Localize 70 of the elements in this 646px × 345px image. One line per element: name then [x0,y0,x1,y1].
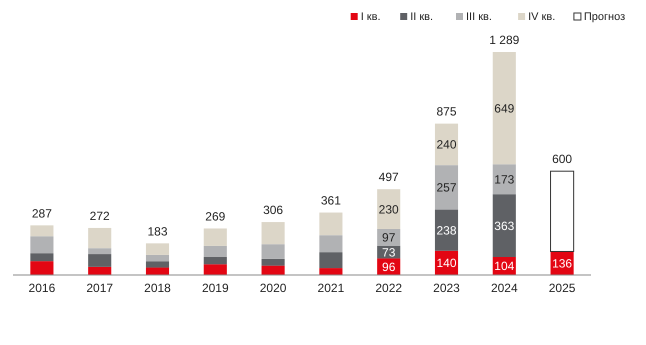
bar [30,261,54,275]
x-tick-label: 2024 [490,281,518,295]
bar [434,210,458,251]
total-label: 287 [32,206,52,220]
legend-label: IV кв. [528,11,556,23]
data-label: 238 [436,223,457,238]
total-label: 1 289 [489,33,520,47]
bar [319,235,342,252]
legend-label: II кв. [410,11,434,23]
bar [204,264,227,275]
data-label: 240 [436,138,457,152]
bar [550,170,574,252]
bar [204,228,227,246]
total-label: 361 [320,194,342,208]
bar [492,52,516,164]
bar [319,252,342,268]
bar [30,225,54,236]
data-label: 257 [436,180,457,195]
total-label: 269 [205,209,226,224]
bar [146,262,170,268]
x-tick-label: 2019 [202,281,229,295]
legend-label: Прогноз [584,11,626,23]
total-label: 272 [90,208,110,223]
bar [30,253,54,262]
data-label: 73 [382,245,396,260]
x-tick-label: 2017 [86,281,114,295]
x-tick-label: 2018 [144,281,172,295]
bar [146,254,170,262]
bar [30,236,54,254]
x-tick-label: 2022 [375,281,402,295]
bar [88,248,112,254]
x-tick-label: 2025 [548,281,576,295]
x-tick-label: 2016 [28,281,56,295]
legend-label: I кв. [360,11,381,23]
total-label: 497 [378,170,400,184]
data-label: 230 [378,202,400,216]
bar [204,257,227,264]
total-label: 306 [263,203,284,218]
x-tick-label: 2023 [433,281,460,295]
bar [434,165,458,210]
bar [88,228,112,248]
bar [146,243,170,255]
total-label: 875 [436,104,457,119]
bar [377,189,400,229]
data-label: 104 [494,259,515,274]
bar [319,212,342,236]
legend-label: III кв. [466,11,492,23]
data-label: 140 [436,256,457,270]
data-label: 173 [494,172,515,186]
bar [492,194,516,258]
bar [262,266,285,275]
bar [262,258,285,266]
bar [88,254,112,267]
data-label: 96 [382,260,396,274]
bar [88,266,112,275]
data-label: 649 [494,101,515,116]
bar [492,164,516,194]
data-label: 97 [382,230,396,245]
data-label: 136 [552,256,572,270]
data-label: 363 [494,218,515,233]
bar [262,222,285,244]
bar [262,244,285,259]
bar [319,268,342,275]
bar [146,268,170,275]
x-tick-label: 2021 [318,281,345,295]
total-label: 600 [552,152,572,166]
total-label: 183 [147,224,168,238]
bar [434,124,458,166]
x-tick-label: 2020 [260,281,287,295]
bar [204,246,227,258]
